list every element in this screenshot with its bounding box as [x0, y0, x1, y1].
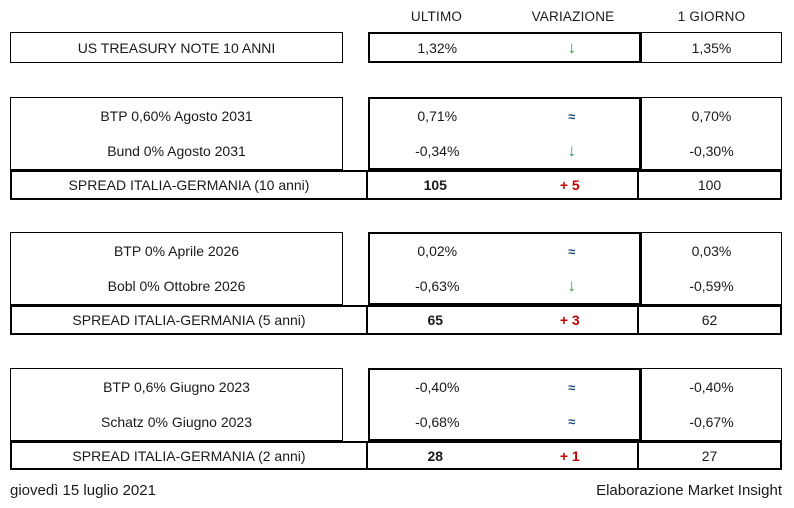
giorno-value: -0,30%	[689, 143, 734, 160]
ultimo-value: 0,02%	[417, 243, 458, 260]
giorno-box: 1,35%	[641, 32, 782, 63]
bond-label: US TREASURY NOTE 10 ANNI	[77, 39, 276, 56]
spread-giorno-value: 27	[701, 447, 718, 464]
spread-values: 28 + 1	[368, 443, 639, 468]
down-arrow-icon: ↓	[567, 37, 577, 57]
approx-icon: ≈	[568, 414, 576, 430]
bond-label: BTP 0% Aprile 2026	[113, 242, 240, 259]
bond-label-box: BTP 0,60% Agosto 2031 Bund 0% Agosto 203…	[10, 97, 343, 170]
spread-label: SPREAD ITALIA-GERMANIA (2 anni)	[12, 443, 368, 468]
spread-values: 105 + 5	[368, 172, 639, 198]
bond-label-box: BTP 0,6% Giugno 2023 Schatz 0% Giugno 20…	[10, 368, 343, 441]
giorno-box: -0,40% -0,67%	[641, 368, 782, 441]
ultimo-value: 0,71%	[417, 108, 458, 125]
giorno-value: 0,70%	[691, 107, 732, 124]
bond-label: Bund 0% Agosto 2031	[107, 143, 246, 160]
spread-variation-value: + 3	[559, 312, 580, 328]
giorno-value: -0,59%	[689, 278, 734, 295]
bond-label: Schatz 0% Giugno 2023	[101, 414, 252, 431]
spread-variation-value: + 1	[559, 447, 580, 464]
table-row: -0,68% ≈	[370, 405, 639, 440]
spread-label: SPREAD ITALIA-GERMANIA (5 anni)	[12, 307, 368, 333]
spread-label: SPREAD ITALIA-GERMANIA (10 anni)	[12, 172, 368, 198]
values-box: -0,40% ≈ -0,68% ≈	[368, 368, 641, 441]
ultimo-value: -0,40%	[415, 379, 460, 396]
spread-ultimo-value: 105	[423, 177, 447, 193]
approx-icon: ≈	[568, 108, 576, 124]
column-header-variazione: VARIAZIONE	[531, 9, 615, 24]
bond-label-box: BTP 0% Aprile 2026 Bobl 0% Ottobre 2026	[10, 232, 343, 305]
values-box: 0,02% ≈ -0,63% ↓	[368, 232, 641, 305]
spread-ultimo-value: 28	[427, 447, 444, 464]
ultimo-value: -0,68%	[415, 413, 460, 430]
spread-variation-value: + 5	[559, 177, 580, 193]
table-row: -0,34% ↓	[370, 134, 639, 169]
table-row: -0,63% ↓	[370, 269, 639, 304]
giorno-value: -0,67%	[689, 414, 734, 431]
footer-credit: Elaborazione Market Insight	[596, 482, 782, 499]
giorno-value: -0,40%	[689, 378, 734, 395]
down-arrow-icon: ↓	[567, 275, 577, 295]
ultimo-value: -0,63%	[415, 277, 460, 294]
spread-row: SPREAD ITALIA-GERMANIA (5 anni) 65 + 3 6…	[10, 305, 782, 335]
bond-label: BTP 0,6% Giugno 2023	[103, 378, 250, 395]
table-row: 0,02% ≈	[370, 234, 639, 269]
spread-ultimo-value: 65	[427, 312, 444, 328]
down-arrow-icon: ↓	[567, 140, 577, 160]
giorno-box: 0,03% -0,59%	[641, 232, 782, 305]
values-box: 1,32% ↓	[368, 32, 641, 63]
giorno-value: 0,03%	[691, 242, 732, 259]
spread-values: 65 + 3	[368, 307, 639, 333]
spread-row: SPREAD ITALIA-GERMANIA (10 anni) 105 + 5…	[10, 170, 782, 200]
spread-giorno-value: 62	[701, 312, 718, 328]
spread-row: SPREAD ITALIA-GERMANIA (2 anni) 28 + 1 2…	[10, 441, 782, 470]
spread-giorno-value: 100	[697, 177, 722, 193]
bond-label-box: US TREASURY NOTE 10 ANNI	[10, 32, 343, 63]
footer-date: giovedì 15 luglio 2021	[10, 482, 156, 499]
ultimo-value: 1,32%	[417, 39, 458, 56]
approx-icon: ≈	[568, 379, 576, 395]
table-row: 0,71% ≈	[370, 99, 639, 134]
giorno-box: 0,70% -0,30%	[641, 97, 782, 170]
table-row: -0,40% ≈	[370, 370, 639, 405]
bond-label: Bobl 0% Ottobre 2026	[107, 278, 246, 295]
approx-icon: ≈	[568, 243, 576, 259]
column-header-giorno: 1 GIORNO	[677, 9, 746, 24]
bond-label: BTP 0,60% Agosto 2031	[100, 107, 253, 124]
table-row: 1,32% ↓	[370, 34, 639, 61]
values-box: 0,71% ≈ -0,34% ↓	[368, 97, 641, 170]
giorno-value: 1,35%	[691, 39, 732, 56]
ultimo-value: -0,34%	[415, 142, 460, 159]
column-header-ultimo: ULTIMO	[410, 9, 463, 24]
